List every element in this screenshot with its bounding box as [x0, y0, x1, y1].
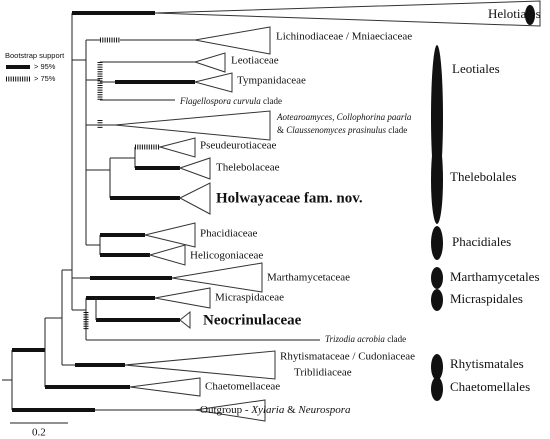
clade-label: Rhytismataceae / Cudoniaceae — [280, 351, 415, 363]
order-bar — [431, 354, 443, 380]
legend-mid: > 75% — [34, 74, 56, 83]
clade — [178, 182, 211, 215]
clade — [129, 377, 201, 397]
legend-high: > 95% — [34, 62, 56, 71]
order-label: Leotiales — [452, 61, 500, 76]
clade-label: Micraspidaceae — [215, 292, 284, 304]
clade-label: Tympanidaceae — [237, 75, 306, 87]
clade — [194, 72, 233, 93]
clade — [194, 26, 271, 55]
clade-label: Phacidiaceae — [200, 228, 258, 240]
branches — [2, 11, 320, 412]
clade-label: Trizodia acrobia clade — [325, 334, 406, 344]
clade — [114, 110, 271, 141]
clade-label: Flagellospora curvula clade — [179, 96, 282, 106]
clade — [178, 157, 211, 180]
clade — [154, 287, 211, 309]
scale-label: 0.2 — [32, 427, 46, 439]
clade-labels: Helotiales Lichinodiaceae / Mniaeciaceae… — [179, 5, 541, 416]
clade-label: Pseudeurotiaceae — [200, 140, 276, 152]
legend: Bootstrap support > 95% > 75% — [5, 51, 65, 83]
clade-label: Holwayaceae fam. nov. — [216, 190, 363, 206]
order-label: Phacidiales — [452, 234, 511, 249]
clade-label: Neocrinulaceae — [203, 312, 302, 328]
clade-label: & Claussenomyces prasinulus clade — [277, 125, 407, 135]
clade-label: Aotearoamyces, Collophorina paarla — [276, 112, 412, 122]
clade — [179, 310, 191, 330]
clade — [148, 244, 186, 266]
order-bar — [431, 289, 443, 311]
clade-triangles — [114, 0, 541, 422]
clade-label: Lichinodiaceae / Mniaeciaceae — [276, 31, 412, 43]
legend-title: Bootstrap support — [5, 51, 65, 60]
clade — [124, 350, 276, 380]
clade — [158, 137, 196, 158]
order-bar — [431, 267, 443, 289]
clade-label: Chaetomellaceae — [205, 381, 280, 393]
clade-label: Marthamycetaceae — [267, 272, 350, 284]
order-label: Micraspidales — [450, 291, 523, 306]
order-label: Thelebolales — [450, 169, 516, 184]
clade-label: Outgroup - Xylaria & Neurospora — [200, 404, 351, 416]
clade — [144, 222, 196, 248]
clade — [154, 0, 541, 27]
clade-label: Triblidiaceae — [294, 367, 352, 379]
orders: Leotiales Thelebolales Phacidiales Marth… — [431, 45, 540, 401]
clade-label: Helicogoniaceae — [190, 250, 263, 262]
order-label: Marthamycetales — [450, 269, 540, 284]
order-bar — [525, 5, 535, 25]
clade — [171, 262, 263, 293]
clade-label: Leotiaceae — [231, 55, 279, 67]
order-bar — [431, 377, 443, 401]
order-bar — [431, 226, 443, 260]
clade — [194, 399, 266, 422]
clade-label: Thelebolaceae — [216, 162, 280, 174]
order-label: Rhytismatales — [450, 356, 524, 371]
clade — [193, 52, 226, 73]
order-label: Chaetomellales — [450, 379, 530, 394]
order-bar — [431, 136, 443, 224]
